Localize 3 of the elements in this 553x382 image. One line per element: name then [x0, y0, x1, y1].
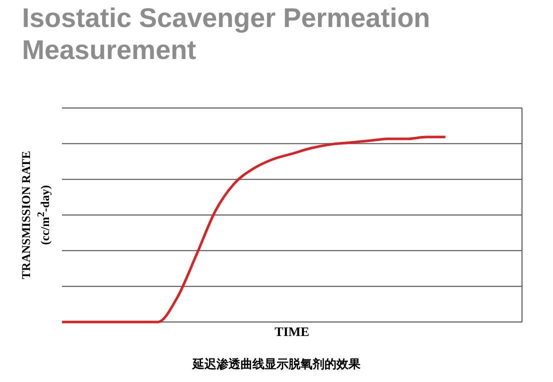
text: 延迟渗透曲线显示脱氧剂的效果	[191, 356, 362, 373]
chart-title: Isostatic Scavenger Permeation Measurement	[22, 2, 432, 66]
x-axis-title: TIME	[274, 324, 310, 340]
